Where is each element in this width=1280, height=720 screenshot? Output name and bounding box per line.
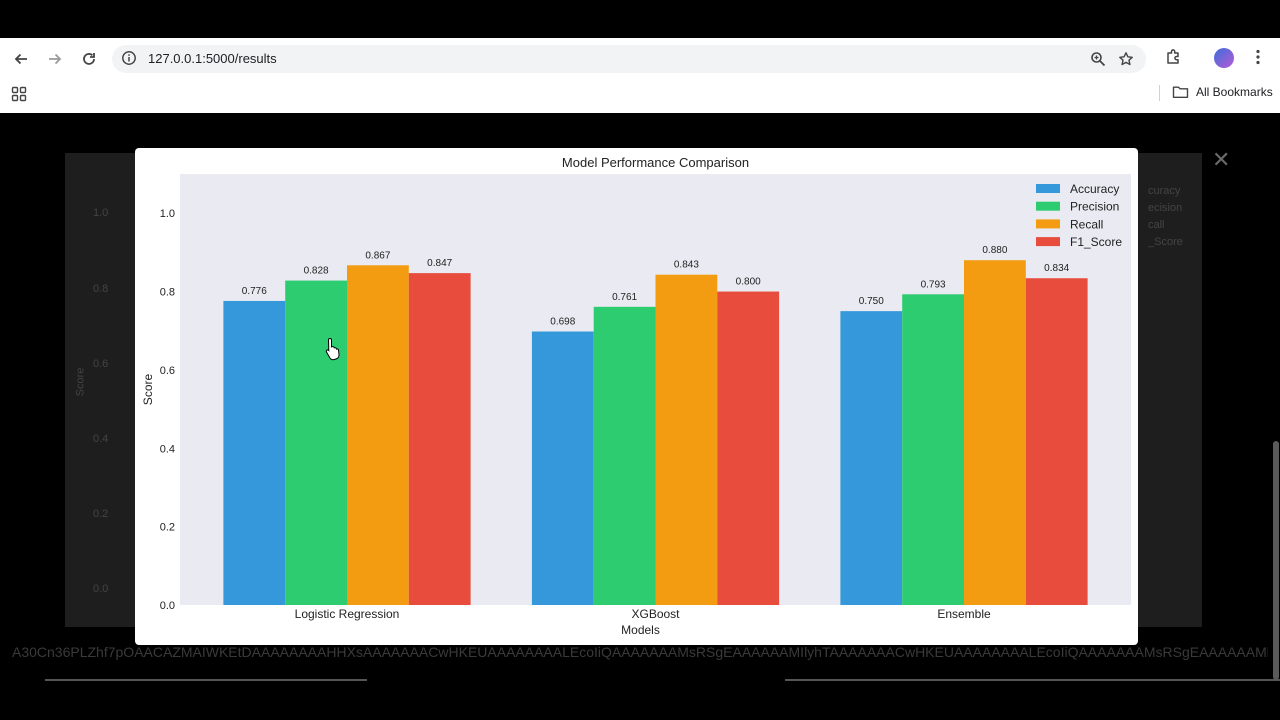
back-button[interactable] (9, 47, 33, 71)
chart-title: Model Performance Comparison (562, 155, 749, 170)
scroll-indicator (45, 679, 367, 681)
bg-legend-item: curacy (1148, 185, 1181, 197)
bg-ylabel: Score (74, 367, 87, 397)
reload-icon (83, 53, 95, 65)
bg-ytick: 0.0 (93, 583, 109, 595)
bar-value-label: 0.867 (365, 250, 390, 261)
x-tick-label: XGBoost (631, 607, 680, 621)
bg-ytick: 0.8 (93, 283, 109, 295)
y-tick-label: 1.0 (160, 208, 175, 220)
address-bar[interactable]: 127.0.0.1:5000/results (112, 45, 1146, 73)
bg-legend-item: call (1148, 219, 1165, 231)
legend-swatch (1036, 237, 1060, 247)
bar-value-label: 0.847 (427, 258, 452, 269)
y-axis-label: Score (141, 374, 155, 406)
legend-label: Precision (1070, 200, 1119, 214)
bar-value-label: 0.800 (736, 277, 761, 288)
bar-chart: Model Performance Comparison 0.0 0.2 0.4 0.6… (141, 155, 1131, 637)
y-tick-label: 0.6 (160, 365, 175, 377)
bar-precision (593, 306, 656, 605)
bar-accuracy (531, 331, 594, 605)
legend-swatch (1036, 201, 1060, 211)
folder-icon (1172, 86, 1189, 98)
bar-value-label: 0.793 (921, 279, 946, 290)
bg-ytick: 0.2 (93, 508, 109, 520)
legend-swatch (1036, 184, 1060, 193)
y-tick-label: 0.8 (160, 287, 175, 299)
scroll-indicator (785, 679, 1280, 681)
bar-precision (902, 294, 964, 605)
arrow-right-icon (49, 53, 62, 65)
bookmarks-separator (1159, 85, 1160, 101)
bar-value-label: 0.761 (612, 292, 637, 303)
bar-value-label: 0.843 (674, 260, 699, 271)
bar-accuracy (840, 311, 903, 605)
close-modal-button[interactable]: ✕ (1212, 147, 1231, 172)
bg-ytick: 1.0 (93, 207, 109, 219)
bg-legend-item: _Score (1148, 236, 1183, 248)
extensions-icon[interactable] (1165, 48, 1183, 71)
bg-legend-item: ecision (1148, 202, 1183, 214)
reload-button[interactable] (77, 47, 101, 71)
x-tick-label: Ensemble (937, 607, 991, 621)
bar-value-label: 0.776 (242, 286, 267, 297)
address-url[interactable]: 127.0.0.1:5000/results (148, 51, 277, 66)
y-tick-label: 0.2 (160, 522, 175, 534)
x-tick-label: Logistic Regression (295, 607, 400, 621)
y-tick-label: 0.0 (160, 600, 175, 612)
bg-ytick: 0.4 (93, 433, 109, 445)
all-bookmarks-button[interactable]: All Bookmarks (1172, 85, 1273, 99)
vertical-scrollbar[interactable] (1273, 441, 1279, 680)
bar-value-label: 0.834 (1044, 263, 1069, 274)
all-bookmarks-label: All Bookmarks (1196, 85, 1273, 99)
chart-modal: Model Performance Comparison 0.0 0.2 0.4 0.6… (135, 148, 1138, 645)
legend-label: Accuracy (1070, 182, 1119, 196)
x-axis-label: Models (621, 623, 660, 637)
zoom-icon[interactable] (1090, 51, 1106, 72)
y-tick-label: 0.4 (160, 443, 175, 455)
bar-recall (347, 265, 409, 605)
bar-value-label: 0.828 (304, 266, 329, 277)
bar-recall (655, 274, 718, 605)
bar-value-label: 0.750 (859, 296, 884, 307)
bar-precision (285, 280, 347, 605)
legend-label: Recall (1070, 217, 1103, 231)
forward-button[interactable] (43, 47, 67, 71)
bg-ytick: 0.6 (93, 358, 109, 370)
bar-f1-score (717, 291, 780, 605)
arrow-left-icon (14, 53, 27, 65)
legend-label: F1_Score (1070, 235, 1122, 249)
bar-value-label: 0.880 (982, 245, 1007, 256)
encoded-image-text: A30Cn36PLZhf7pOAACAZMAIWKEtDAAAAAAAAHHXs… (12, 644, 1268, 660)
profile-avatar[interactable] (1214, 48, 1234, 68)
site-info-icon[interactable] (121, 50, 137, 71)
legend-swatch (1036, 219, 1060, 229)
bar-f1-score (408, 273, 471, 605)
apps-grid-icon[interactable] (11, 86, 27, 107)
bar-value-label: 0.698 (550, 317, 575, 328)
browser-toolbar: 127.0.0.1:5000/results All Bookmarks (0, 38, 1280, 113)
bar-recall (964, 260, 1026, 605)
bar-f1-score (1025, 278, 1088, 605)
more-menu-icon[interactable] (1250, 48, 1266, 71)
bar-accuracy (223, 300, 286, 605)
bookmark-star-icon[interactable] (1118, 51, 1134, 72)
